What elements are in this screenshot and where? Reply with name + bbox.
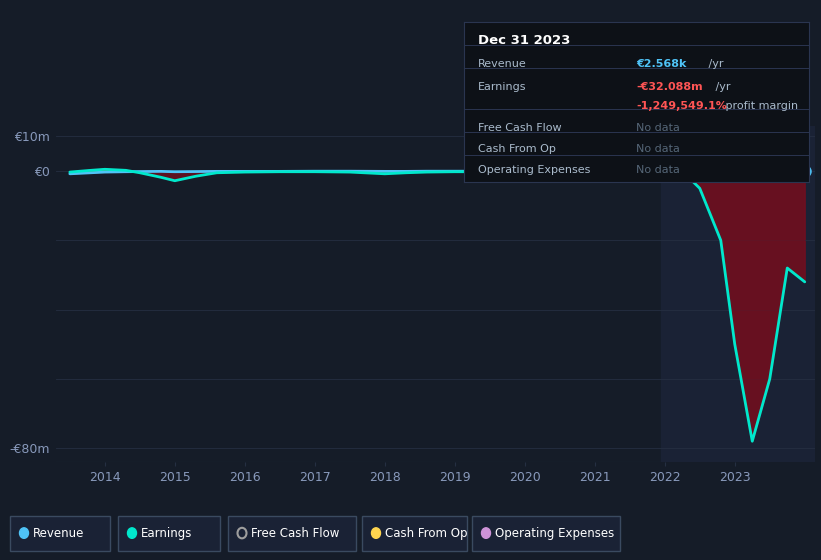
Text: No data: No data bbox=[636, 144, 680, 155]
Text: -€32.088m: -€32.088m bbox=[636, 82, 703, 92]
Text: Earnings: Earnings bbox=[141, 526, 192, 540]
Text: No data: No data bbox=[636, 123, 680, 133]
Text: No data: No data bbox=[636, 165, 680, 175]
Text: Cash From Op: Cash From Op bbox=[385, 526, 467, 540]
Text: -1,249,549.1%: -1,249,549.1% bbox=[636, 101, 727, 111]
Text: Revenue: Revenue bbox=[478, 59, 526, 69]
Text: Free Cash Flow: Free Cash Flow bbox=[251, 526, 339, 540]
Text: profit margin: profit margin bbox=[722, 101, 799, 111]
Circle shape bbox=[127, 528, 136, 538]
Bar bbox=[661, 126, 815, 462]
Text: Operating Expenses: Operating Expenses bbox=[495, 526, 614, 540]
Text: Earnings: Earnings bbox=[478, 82, 526, 92]
Text: /yr: /yr bbox=[712, 82, 731, 92]
FancyBboxPatch shape bbox=[10, 516, 110, 550]
FancyBboxPatch shape bbox=[472, 516, 620, 550]
FancyBboxPatch shape bbox=[362, 516, 467, 550]
FancyBboxPatch shape bbox=[118, 516, 220, 550]
Circle shape bbox=[481, 528, 490, 538]
FancyBboxPatch shape bbox=[228, 516, 356, 550]
Text: €2.568k: €2.568k bbox=[636, 59, 686, 69]
Circle shape bbox=[20, 528, 29, 538]
Circle shape bbox=[371, 528, 380, 538]
Text: Free Cash Flow: Free Cash Flow bbox=[478, 123, 562, 133]
Text: Dec 31 2023: Dec 31 2023 bbox=[478, 34, 570, 47]
Text: Cash From Op: Cash From Op bbox=[478, 144, 556, 155]
Text: Revenue: Revenue bbox=[33, 526, 85, 540]
Text: /yr: /yr bbox=[705, 59, 724, 69]
Text: Operating Expenses: Operating Expenses bbox=[478, 165, 590, 175]
